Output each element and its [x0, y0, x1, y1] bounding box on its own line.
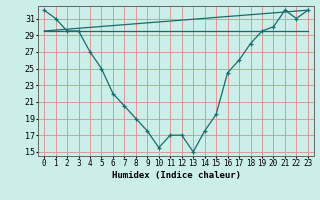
X-axis label: Humidex (Indice chaleur): Humidex (Indice chaleur): [111, 171, 241, 180]
